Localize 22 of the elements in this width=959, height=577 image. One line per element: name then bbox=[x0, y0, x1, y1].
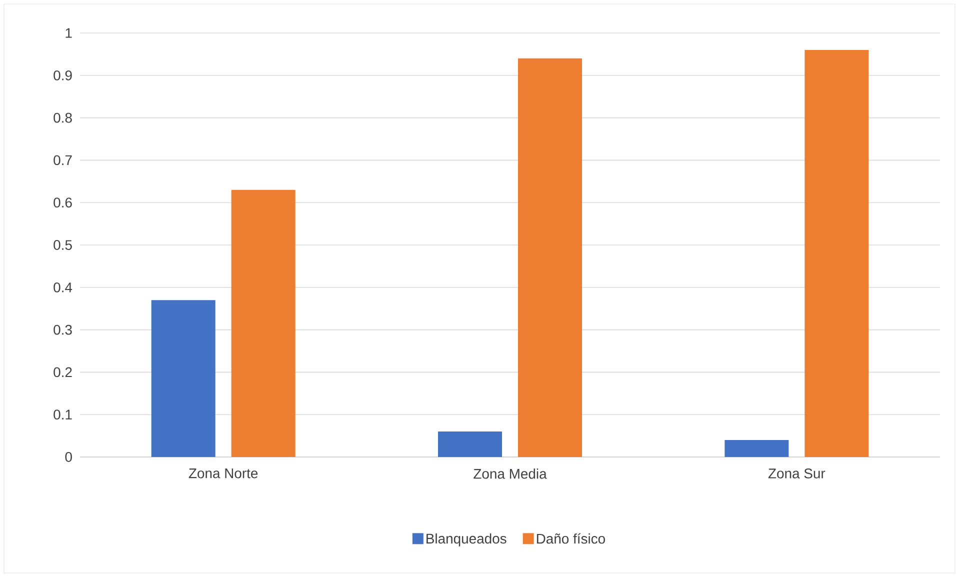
y-tick-label: 0 bbox=[65, 452, 72, 462]
x-tick-label: Zona Sur bbox=[768, 468, 826, 478]
x-tick-label: Zona Media bbox=[474, 468, 547, 479]
y-tick-label: 0.5 bbox=[54, 240, 72, 250]
bar bbox=[724, 440, 789, 457]
y-tick-label: 0.7 bbox=[54, 155, 72, 166]
bar bbox=[231, 190, 296, 457]
y-tick-label: 0.8 bbox=[54, 112, 72, 123]
bar bbox=[151, 300, 216, 457]
bar bbox=[438, 432, 502, 457]
legend-label: Daño físico bbox=[536, 533, 605, 544]
y-tick-label: 1 bbox=[66, 28, 72, 38]
bar bbox=[518, 58, 582, 457]
y-tick-label: 0.1 bbox=[54, 410, 72, 420]
y-tick-label: 0.9 bbox=[54, 70, 72, 80]
x-tick-label: Zona Norte bbox=[188, 468, 258, 478]
y-tick-label: 0.6 bbox=[54, 198, 72, 208]
y-tick-label: 0.2 bbox=[54, 367, 72, 378]
bar bbox=[804, 50, 869, 457]
y-tick-label: 0.4 bbox=[54, 282, 72, 292]
y-tick-label: 0.3 bbox=[54, 324, 72, 335]
legend-label: Blanqueados bbox=[426, 533, 506, 546]
